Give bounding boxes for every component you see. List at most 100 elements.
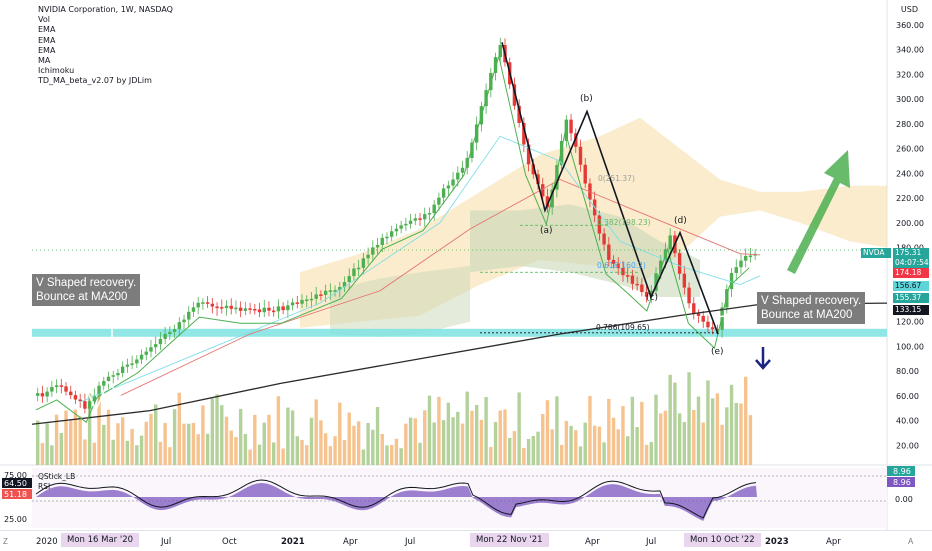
candle-body [375, 244, 380, 248]
volume-bar [224, 416, 229, 465]
legend-ema-1[interactable]: EMA [38, 25, 56, 35]
candle-body [555, 165, 559, 190]
legend-td-ma[interactable]: TD_MA_beta_v2.07 by JDLim [38, 76, 152, 86]
volume-bar [677, 413, 682, 465]
volume-bar [338, 402, 342, 465]
candle-body [111, 375, 115, 377]
volume-bar [295, 436, 299, 465]
countdown-label: 04:07:54 [895, 258, 929, 267]
candle-body [607, 244, 611, 260]
volume-bar [172, 409, 177, 465]
legend-vol[interactable]: Vol [38, 15, 50, 25]
candle-body [621, 268, 625, 276]
last-price-tag: 175.31 04:07:54 [893, 248, 929, 268]
volume-bar [73, 409, 78, 465]
volume-bar [64, 410, 68, 465]
candle-body [413, 218, 417, 221]
candle-body [446, 185, 451, 189]
volume-bar [130, 428, 134, 465]
volume-bar [531, 436, 535, 465]
volume-bar [201, 405, 205, 465]
volume-bar [592, 425, 597, 465]
candle-body [418, 218, 422, 220]
candle-body [701, 315, 705, 322]
volume-bar [210, 398, 215, 465]
volume-bar [116, 423, 120, 465]
candle-body [616, 263, 620, 269]
candle-body [290, 302, 295, 306]
candle-body [399, 225, 403, 229]
symbol-title[interactable]: NVIDIA Corporation, 1W, NASDAQ [38, 5, 173, 14]
volume-bar [347, 412, 351, 465]
candle-body [366, 254, 370, 259]
osc-right-tag-green [887, 466, 915, 476]
zoom-control[interactable]: Z [3, 537, 8, 546]
legend-ma[interactable]: MA [38, 56, 51, 66]
osc-left-tick-75: 75.00 [4, 471, 27, 480]
volume-bar [578, 446, 583, 465]
candle-body [559, 140, 564, 166]
candle-body [635, 283, 639, 286]
volume-bar [484, 397, 488, 465]
candle-body [139, 354, 144, 360]
volume-bar [158, 441, 163, 465]
candle-body [460, 167, 465, 173]
volume-bar [465, 391, 469, 465]
wave-label: (e) [711, 347, 724, 357]
volume-bar [536, 431, 540, 465]
wave-label: (c) [646, 293, 658, 303]
volume-bar [479, 419, 484, 465]
volume-bar [541, 414, 545, 465]
volume-bar [682, 422, 687, 465]
candle-body [286, 305, 290, 311]
xtick-jul-2020: Jul [161, 537, 172, 547]
volume-bar [526, 438, 531, 465]
volume-bar [300, 439, 304, 465]
auto-scale-control[interactable]: A [908, 537, 914, 546]
fib-label-382: 0.382(198.23) [597, 218, 651, 227]
candle-body [385, 236, 389, 239]
volume-bar [286, 407, 290, 465]
candle-body [710, 327, 715, 330]
xtick-2020: 2020 [36, 537, 58, 547]
xtick-highlight-2: Mon 22 Nov '21 [470, 533, 549, 547]
candle-body [205, 302, 210, 304]
xtick-highlight-1: Mon 16 Mar '20 [61, 533, 140, 547]
osc-right-tick-1: 8.96 [893, 467, 911, 476]
candle-body [144, 351, 148, 355]
candle-body [390, 231, 394, 237]
y-tick-label-100: 100.00 [896, 342, 924, 351]
legend-ema-3[interactable]: EMA [38, 45, 56, 55]
candle-body [97, 385, 101, 396]
volume-bar [135, 445, 139, 465]
volume-bar [323, 433, 328, 465]
volume-bar [40, 443, 45, 465]
down-arrow-icon [755, 347, 771, 370]
volume-bar [366, 422, 370, 465]
candle-body [78, 399, 82, 402]
volume-bar [456, 411, 460, 465]
candle-body [253, 308, 257, 311]
volume-bar [371, 429, 375, 465]
candle-body [404, 223, 408, 226]
volume-bar [281, 448, 285, 465]
legend-ichimoku[interactable]: Ichimoku [38, 66, 75, 76]
xtick-jul-2021: Jul [405, 537, 416, 547]
volume-bar [744, 376, 748, 465]
candle-body [172, 329, 177, 332]
ichimoku-cloud-early [330, 266, 470, 337]
time-axis[interactable] [0, 530, 932, 551]
candle-body [64, 386, 68, 392]
legend-ema-2[interactable]: EMA [38, 35, 56, 45]
volume-bar [106, 409, 111, 465]
volume-bar [739, 403, 743, 465]
candle-body [295, 302, 299, 304]
candle-body [116, 373, 120, 376]
candle-body [550, 189, 554, 208]
volume-bar [706, 380, 710, 465]
candle-body [224, 305, 229, 309]
volume-bar [489, 446, 493, 465]
candle-body [229, 305, 233, 309]
